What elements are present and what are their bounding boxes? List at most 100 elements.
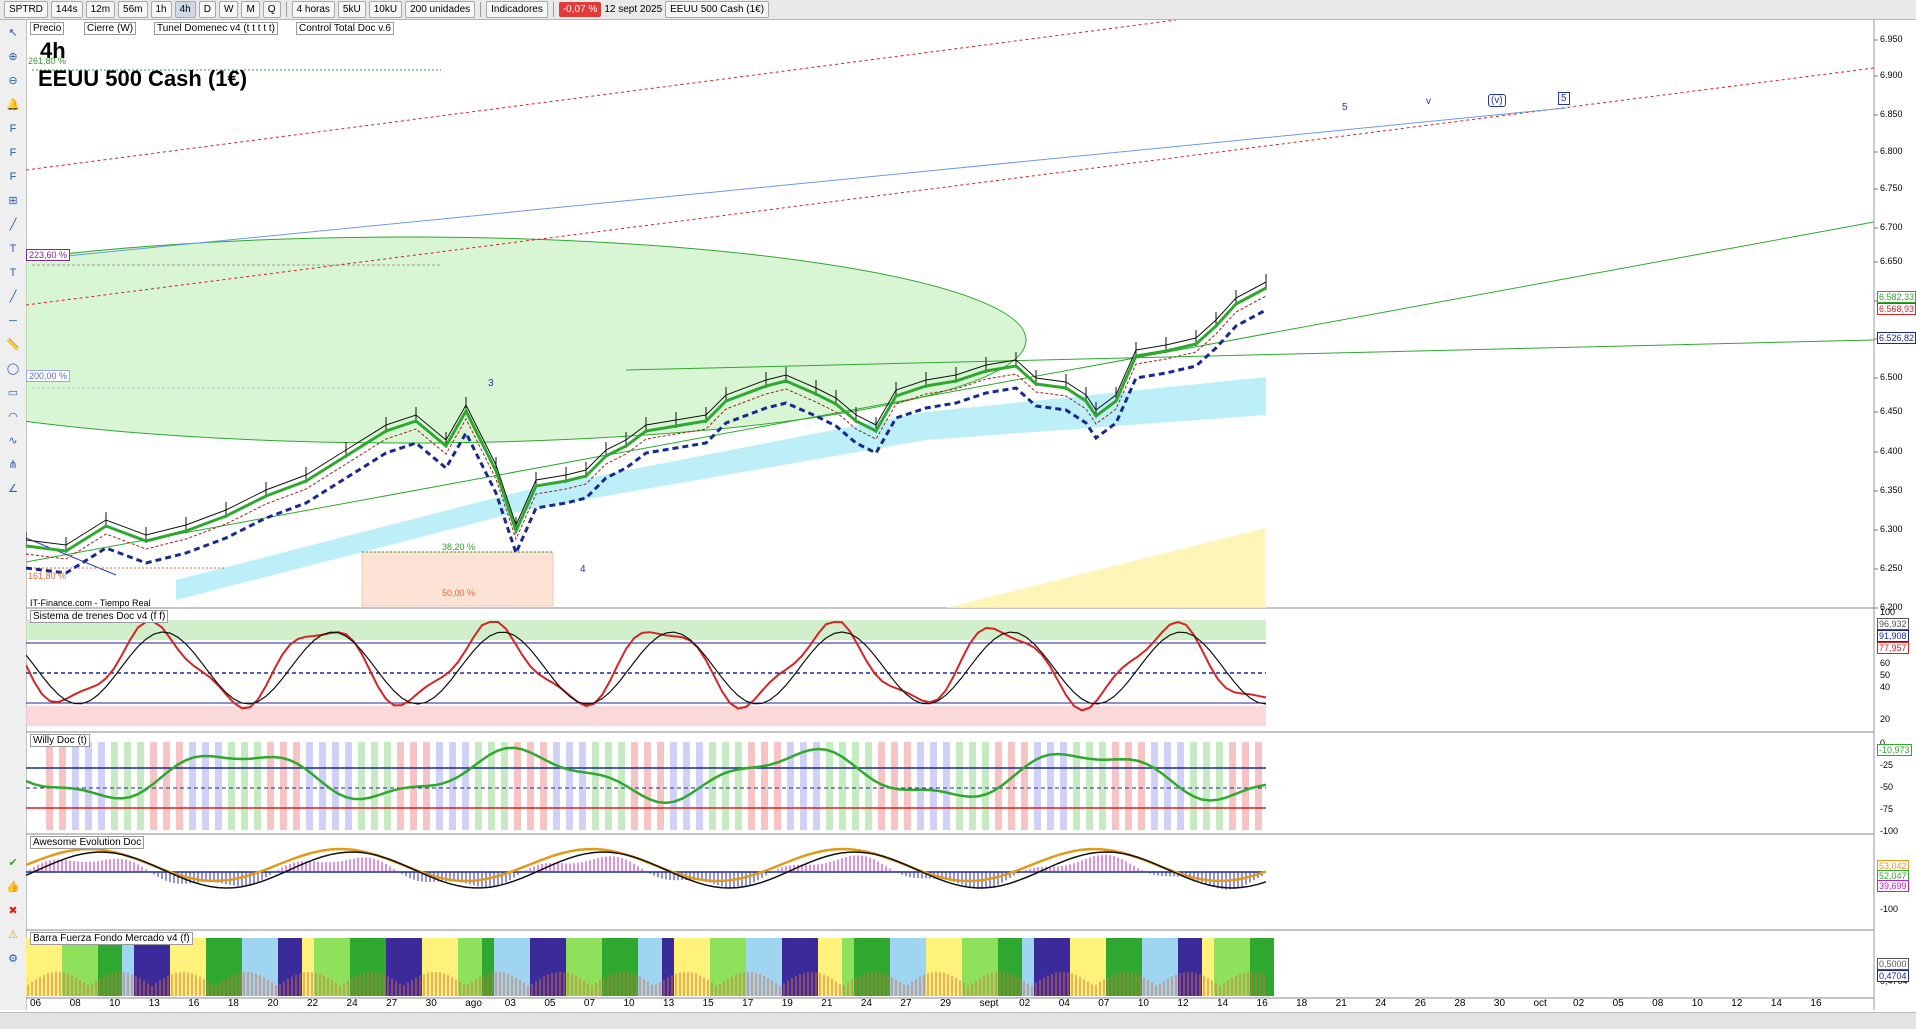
interval-q[interactable]: Q: [262, 1, 281, 18]
rectangle-icon[interactable]: ▭: [7, 387, 19, 399]
time-tick: 16: [1810, 998, 1822, 1009]
force-bar: [926, 938, 938, 996]
interval-144s[interactable]: 144s: [50, 1, 83, 18]
horizontal-line-icon[interactable]: ─: [9, 315, 17, 327]
legend-control[interactable]: Control Total Doc v.6: [296, 22, 394, 35]
time-tick: 05: [1612, 998, 1624, 1009]
indicators-button[interactable]: Indicadores: [486, 1, 548, 18]
legend-tunnel[interactable]: Tunel Domenec v4 (t t t t t): [154, 22, 279, 35]
time-tick: 26: [1414, 998, 1426, 1009]
zoom-out-icon[interactable]: ⊖: [8, 75, 18, 87]
interval-m[interactable]: M: [241, 1, 260, 18]
price-tick: 6.450: [1880, 406, 1903, 416]
chart-canvas[interactable]: [26, 20, 1916, 1010]
ma-red-dashed: [26, 295, 1267, 560]
willy-bar: [943, 742, 950, 830]
willy-bar: [813, 742, 820, 830]
trendline-icon[interactable]: ╱: [9, 219, 17, 231]
willy-bar: [475, 742, 482, 830]
symbol-selector[interactable]: SPTRD: [4, 1, 48, 18]
time-tick: ago: [465, 998, 482, 1009]
ellipse-icon[interactable]: ◯: [6, 363, 20, 375]
force-bar: [266, 938, 278, 996]
willy-bar: [293, 742, 300, 830]
settings-icon[interactable]: ⚙: [8, 953, 18, 965]
force-bar: [302, 938, 314, 996]
price-tick: 6.350: [1880, 485, 1903, 495]
force-bar: [1130, 938, 1142, 996]
legend-price[interactable]: Precio: [30, 22, 65, 35]
force-bar: [614, 938, 626, 996]
chart-area[interactable]: Precio Cierre (W) Tunel Domenec v4 (t t …: [26, 20, 1916, 1010]
force-bar: [410, 938, 422, 996]
interval-56m[interactable]: 56m: [118, 1, 148, 18]
trend-angle-icon[interactable]: ∠: [8, 483, 18, 495]
awesome-line-orange: [26, 847, 1267, 883]
drawing-tools-sidebar: ↖ ⊕ ⊖ 🔔 F F F ⊞ ╱ T T ╱ ─ 📏 ◯ ▭ ◠ ∿ ⋔ ∠ …: [0, 20, 27, 1010]
force-bar: [770, 938, 782, 996]
zoom-in-icon[interactable]: ⊕: [8, 51, 18, 63]
trendline-green-1: [26, 221, 1875, 563]
willy-bar: [319, 742, 326, 830]
thumb-up-icon[interactable]: 👍: [6, 881, 20, 893]
delete-icon[interactable]: ✖: [8, 905, 18, 917]
arc-icon[interactable]: ◠: [8, 411, 18, 423]
time-tick: oct: [1533, 998, 1547, 1009]
units-selector[interactable]: 200 unidades: [405, 1, 476, 18]
ruler-icon[interactable]: 📏: [6, 339, 20, 351]
panel-trenes-title[interactable]: Sistema de trenes Doc v4 (f f): [30, 610, 169, 623]
willy-bar: [774, 742, 781, 830]
force-bar: [530, 938, 542, 996]
interval-1h[interactable]: 1h: [150, 1, 172, 18]
force-bar: [566, 938, 578, 996]
pitchfork-icon[interactable]: ⋔: [8, 459, 18, 471]
panel-tick: 20: [1880, 714, 1891, 724]
trendline-red-2: [26, 67, 1875, 306]
wave-icon[interactable]: ∿: [8, 435, 18, 447]
panel-willy-title[interactable]: Willy Doc (t): [30, 734, 90, 747]
overbought-zone: [26, 620, 1266, 640]
check-icon[interactable]: ✔: [8, 857, 18, 869]
time-tick: 12: [1177, 998, 1189, 1009]
force-bar: [1250, 938, 1262, 996]
interval-w[interactable]: W: [218, 1, 239, 18]
panel-value-label: 0,5000: [1877, 958, 1909, 970]
willy-bar: [982, 742, 989, 830]
interval-4h[interactable]: 4h: [174, 1, 196, 18]
time-tick: 14: [1216, 998, 1229, 1009]
units-5k-button[interactable]: 5kU: [337, 1, 366, 18]
fib-ext-icon[interactable]: F: [9, 147, 17, 159]
willy-bar: [956, 742, 963, 830]
willy-bar: [1112, 742, 1119, 830]
interval-12m[interactable]: 12m: [85, 1, 116, 18]
wave-v-paren: (v): [1488, 94, 1506, 107]
willy-bar: [254, 742, 261, 830]
panel-tick: 0: [1880, 738, 1886, 748]
legend-close[interactable]: Cierre (W): [84, 22, 137, 35]
period-selector[interactable]: 4 horas: [291, 1, 335, 18]
label-icon[interactable]: T: [9, 267, 17, 279]
willy-bar: [1138, 742, 1145, 830]
text-icon[interactable]: T: [9, 243, 17, 255]
warning-icon[interactable]: ⚠: [8, 929, 18, 941]
trendline-blue: [26, 107, 1567, 261]
bottom-scrollbar[interactable]: [0, 1012, 1916, 1029]
price-tick: 6.250: [1880, 563, 1903, 573]
willy-bar: [605, 742, 612, 830]
panel-barra-title[interactable]: Barra Fuerza Fondo Mercado v4 (f): [30, 932, 193, 945]
force-bar: [350, 938, 362, 996]
force-bar: [938, 938, 950, 996]
fib-fan-icon[interactable]: F: [9, 171, 17, 183]
willy-bar: [1151, 742, 1158, 830]
line-icon[interactable]: ╱: [9, 291, 17, 303]
channel-icon[interactable]: ⊞: [8, 195, 18, 207]
time-tick: 16: [188, 998, 200, 1009]
panel-awesome-title[interactable]: Awesome Evolution Doc: [30, 836, 145, 849]
units-10k-button[interactable]: 10kU: [368, 1, 403, 18]
cursor-icon[interactable]: ↖: [8, 27, 18, 39]
alert-icon[interactable]: 🔔: [6, 99, 20, 111]
fib-icon[interactable]: F: [9, 123, 17, 135]
interval-d[interactable]: D: [198, 1, 216, 18]
force-bar: [362, 938, 374, 996]
fib-38: 38,20 %: [442, 542, 476, 552]
